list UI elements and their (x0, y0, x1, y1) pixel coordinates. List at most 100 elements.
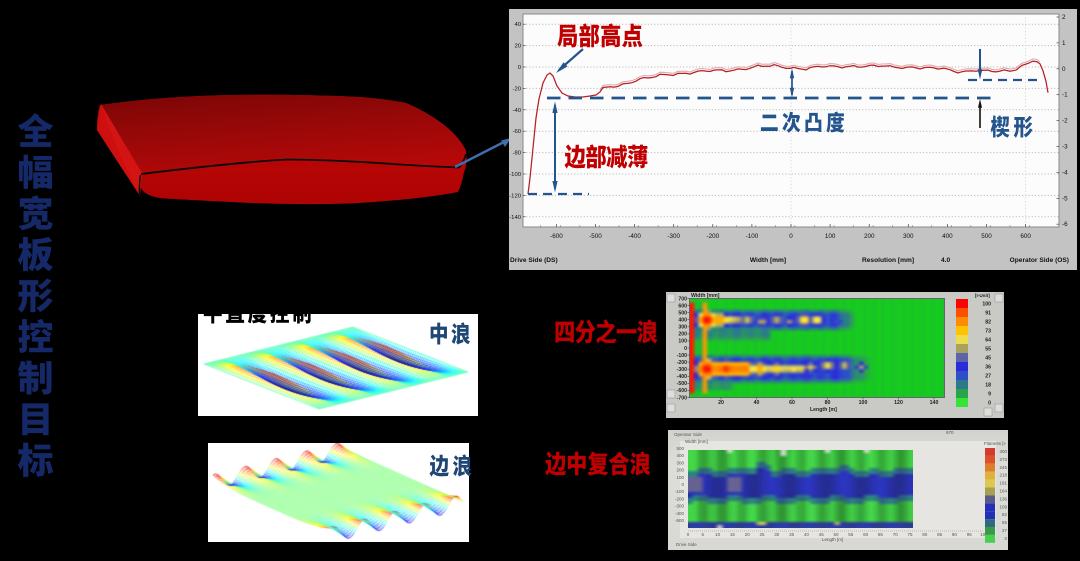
svg-text:-140: -140 (509, 215, 522, 221)
svg-text:60: 60 (863, 532, 869, 537)
svg-text:55: 55 (1002, 520, 1008, 525)
svg-text:200: 200 (864, 233, 875, 240)
svg-text:-200: -200 (706, 233, 719, 240)
svg-text:1: 1 (1062, 40, 1066, 47)
svg-text:Drive Side: Drive Side (676, 542, 697, 547)
svg-text:245: 245 (999, 465, 1007, 470)
svg-text:0: 0 (1004, 536, 1007, 541)
svg-text:-80: -80 (512, 151, 521, 157)
svg-text:70: 70 (893, 532, 899, 537)
svg-text:136: 136 (999, 496, 1007, 501)
svg-text:0: 0 (518, 65, 522, 71)
svg-text:27: 27 (985, 374, 991, 380)
svg-text:2: 2 (1062, 14, 1066, 21)
svg-text:55: 55 (985, 347, 991, 353)
svg-text:50: 50 (833, 532, 839, 537)
svg-text:100: 100 (980, 532, 988, 537)
svg-text:300: 300 (999, 449, 1007, 454)
svg-text:100: 100 (825, 233, 836, 240)
svg-text:65: 65 (878, 532, 884, 537)
svg-text:500: 500 (678, 310, 687, 316)
svg-text:Width [mm]: Width [mm] (750, 257, 786, 264)
svg-text:30: 30 (774, 532, 780, 537)
svg-text:40: 40 (754, 400, 760, 406)
svg-text:40: 40 (804, 532, 810, 537)
svg-text:91: 91 (985, 311, 991, 317)
svg-text:-700: -700 (677, 395, 687, 401)
svg-text:-120: -120 (509, 193, 522, 199)
svg-text:300: 300 (903, 233, 914, 240)
svg-text:0: 0 (684, 346, 687, 352)
svg-text:-40: -40 (512, 108, 521, 114)
svg-text:-400: -400 (628, 233, 641, 240)
svg-text:Operator Side: Operator Side (674, 432, 703, 437)
svg-text:-2: -2 (1062, 118, 1068, 125)
svg-text:Resolution [mm]: Resolution [mm] (862, 257, 914, 264)
svg-text:-300: -300 (667, 233, 680, 240)
svg-text:500: 500 (676, 446, 684, 451)
svg-text:140: 140 (930, 400, 939, 406)
svg-text:0: 0 (1062, 66, 1066, 73)
svg-text:Operator Side (OS): Operator Side (OS) (1010, 257, 1069, 264)
svg-text:0: 0 (687, 532, 690, 537)
svg-text:218: 218 (999, 473, 1007, 478)
svg-text:10: 10 (715, 532, 721, 537)
svg-text:164: 164 (999, 489, 1007, 494)
svg-text:82: 82 (1002, 512, 1008, 517)
svg-text:82: 82 (985, 320, 991, 326)
svg-text:Length [m]: Length [m] (810, 407, 837, 413)
svg-text:-600: -600 (550, 233, 563, 240)
svg-text:-20: -20 (512, 86, 521, 92)
svg-text:Flatness [I-: Flatness [I- (984, 441, 1007, 446)
svg-text:75: 75 (907, 532, 913, 537)
svg-text:85: 85 (937, 532, 943, 537)
svg-text:700: 700 (678, 296, 687, 302)
svg-text:500: 500 (981, 233, 992, 240)
svg-text:-500: -500 (677, 381, 687, 387)
svg-text:200: 200 (678, 332, 687, 338)
svg-text:45: 45 (819, 532, 825, 537)
svg-text:35: 35 (789, 532, 795, 537)
svg-text:[I-Unit]: [I-Unit] (975, 293, 990, 298)
svg-text:80: 80 (825, 400, 831, 406)
svg-text:64: 64 (985, 338, 991, 344)
svg-text:100: 100 (678, 339, 687, 345)
svg-text:-4: -4 (1062, 169, 1068, 176)
svg-text:-6: -6 (1062, 221, 1068, 228)
svg-text:60: 60 (789, 400, 795, 406)
svg-text:-5: -5 (1062, 195, 1068, 202)
svg-text:273: 273 (999, 457, 1007, 462)
svg-text:400: 400 (678, 318, 687, 324)
svg-text:120: 120 (894, 400, 903, 406)
svg-text:95: 95 (967, 532, 973, 537)
svg-text:20: 20 (745, 532, 751, 537)
svg-text:Length [m]: Length [m] (822, 537, 843, 542)
svg-text:80: 80 (922, 532, 928, 537)
svg-text:200: 200 (676, 468, 684, 473)
svg-text:-100: -100 (675, 489, 685, 494)
svg-text:0: 0 (681, 482, 684, 487)
svg-text:109: 109 (999, 504, 1007, 509)
svg-text:45: 45 (985, 356, 991, 362)
svg-text:-100: -100 (746, 233, 759, 240)
svg-text:55: 55 (848, 532, 854, 537)
svg-text:-200: -200 (675, 496, 685, 501)
svg-text:-600: -600 (677, 388, 687, 394)
svg-text:4.0: 4.0 (941, 257, 950, 264)
svg-text:-100: -100 (509, 172, 522, 178)
svg-text:40: 40 (514, 22, 521, 28)
svg-text:36: 36 (985, 365, 991, 371)
svg-text:-500: -500 (589, 233, 602, 240)
svg-text:100: 100 (859, 400, 868, 406)
svg-text:Width [mm]: Width [mm] (691, 293, 720, 299)
svg-text:400: 400 (942, 233, 953, 240)
svg-text:-400: -400 (675, 511, 685, 516)
svg-text:100: 100 (676, 475, 684, 480)
svg-text:-400: -400 (677, 374, 687, 380)
svg-text:300: 300 (678, 325, 687, 331)
svg-text:600: 600 (1020, 233, 1031, 240)
svg-text:-3: -3 (1062, 144, 1068, 151)
svg-text:0: 0 (988, 401, 991, 407)
svg-text:-500: -500 (675, 518, 685, 523)
svg-text:73: 73 (985, 329, 991, 335)
